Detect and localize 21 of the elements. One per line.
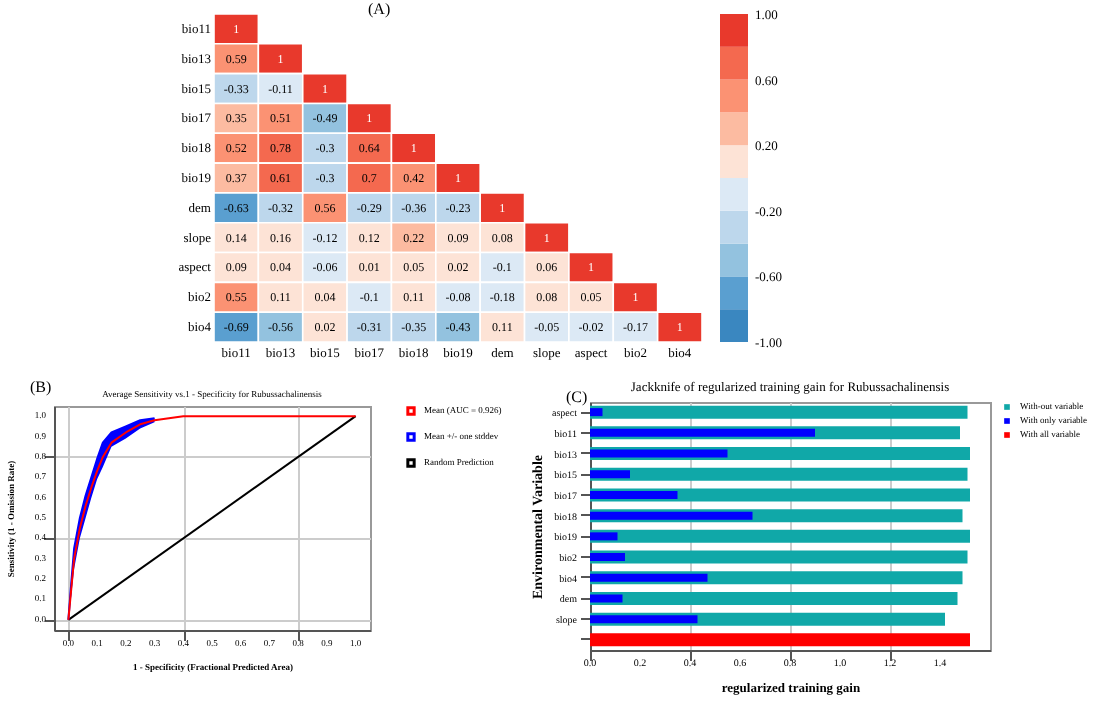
bar (590, 408, 603, 417)
bar (590, 573, 708, 582)
bar (590, 490, 678, 499)
bar (590, 511, 753, 520)
bar (590, 405, 968, 419)
bar (590, 550, 968, 564)
line-series (67, 415, 357, 621)
bar (590, 467, 968, 481)
bar (590, 529, 970, 543)
bar (590, 615, 698, 624)
text: (C) (566, 388, 588, 406)
bar (590, 594, 623, 603)
bar (590, 449, 728, 458)
bar (590, 470, 630, 479)
bar (590, 553, 625, 562)
bar (590, 591, 958, 605)
bar (590, 633, 970, 647)
bar (590, 532, 618, 541)
text: (B) (30, 378, 52, 396)
annotation: (A) (368, 0, 391, 18)
bar (590, 428, 815, 437)
